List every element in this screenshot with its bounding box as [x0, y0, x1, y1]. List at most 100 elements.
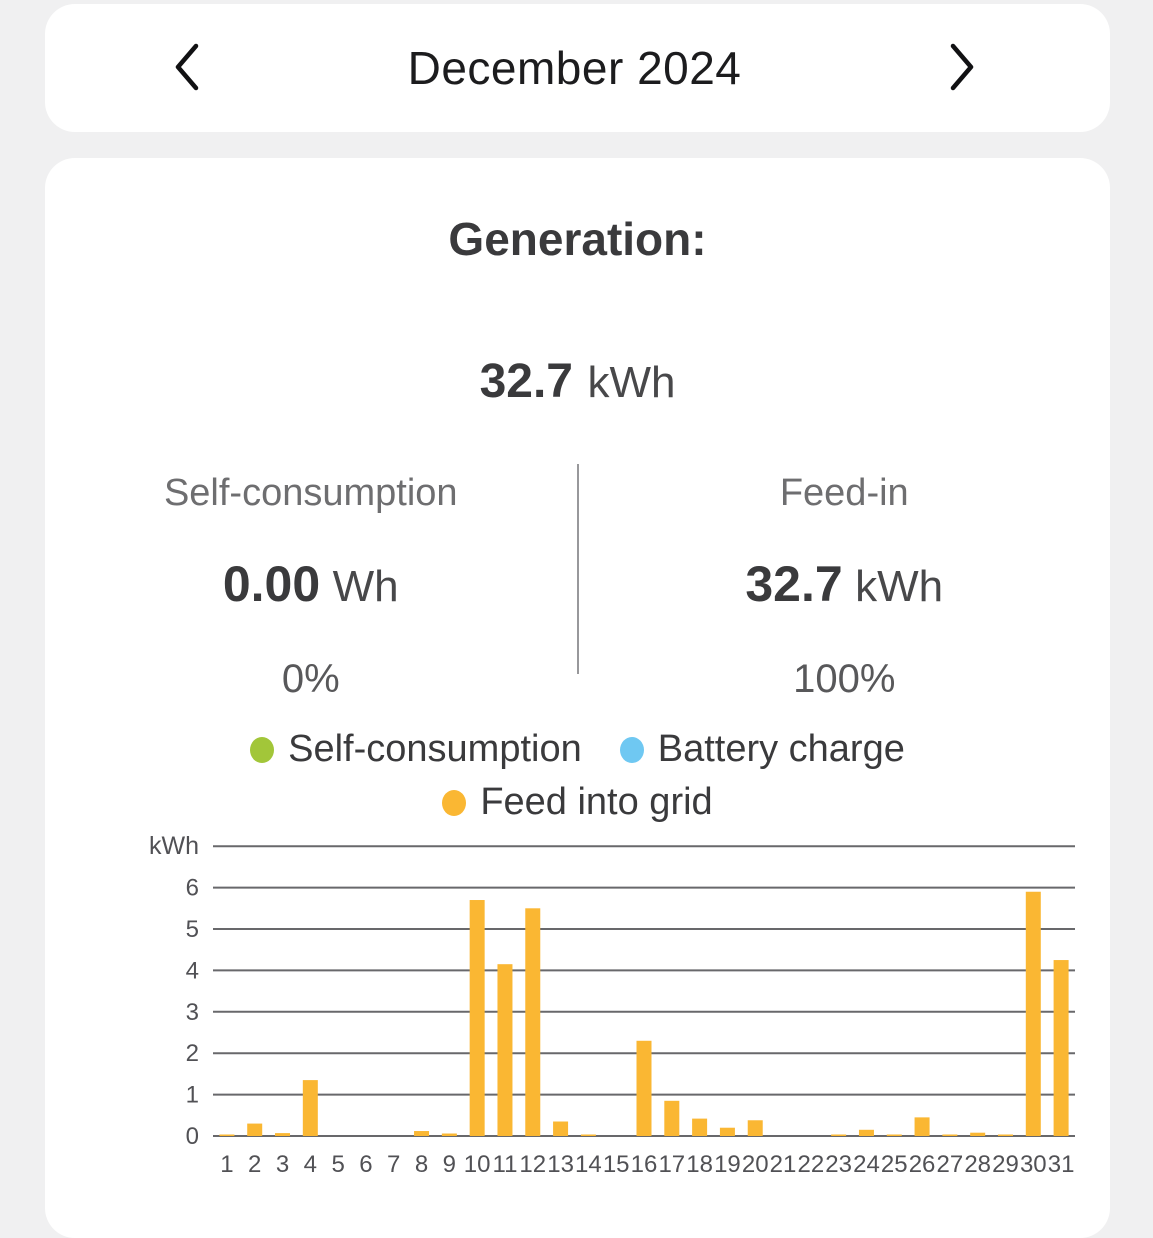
x-axis-tick-label: 8 [415, 1151, 428, 1178]
x-axis-tick-label: 17 [658, 1151, 685, 1178]
x-axis-tick-label: 27 [937, 1151, 964, 1178]
bar-day-10[interactable] [469, 900, 485, 1136]
x-axis-tick-label: 10 [464, 1151, 491, 1178]
x-axis-tick-label: 26 [909, 1151, 936, 1178]
bar-day-28[interactable] [970, 1132, 986, 1136]
x-axis-tick-label: 5 [331, 1151, 344, 1178]
bar-day-3[interactable] [275, 1133, 291, 1136]
bar-day-17[interactable] [664, 1100, 680, 1136]
x-axis-tick-label: 6 [359, 1151, 372, 1178]
x-axis-tick-label: 14 [575, 1151, 602, 1178]
bar-day-19[interactable] [719, 1127, 735, 1136]
bar-day-23[interactable] [831, 1134, 847, 1137]
x-axis-tick-label: 13 [547, 1151, 574, 1178]
feed-in-label: Feed-in [779, 472, 909, 514]
x-axis-tick-label: 23 [825, 1151, 852, 1178]
x-axis-tick-label: 7 [387, 1151, 400, 1178]
legend-item[interactable]: Battery charge [619, 728, 905, 771]
self-consumption-column: Self-consumption 0.00 Wh 0% [45, 458, 577, 701]
y-axis-tick-label: 2 [186, 1040, 199, 1067]
x-axis-tick-label: 9 [443, 1151, 456, 1178]
x-axis-tick-label: 20 [742, 1151, 769, 1178]
legend-row-bottom: Feed into grid [45, 781, 1110, 824]
month-title: December 2024 [407, 42, 742, 94]
generation-total-value: 32.7 [479, 355, 573, 408]
x-axis-tick-label: 25 [881, 1151, 908, 1178]
legend-item[interactable]: Self-consumption [250, 728, 582, 771]
bar-day-25[interactable] [886, 1134, 902, 1137]
self-consumption-label: Self-consumption [163, 472, 458, 514]
bar-day-24[interactable] [858, 1129, 874, 1136]
chevron-right-icon [945, 41, 979, 96]
feed-in-value: 32.7 [745, 556, 843, 612]
generation-card: Generation: 32.7 kWh Self-consumption 0.… [45, 158, 1110, 1238]
consumption-feedin-columns: Self-consumption 0.00 Wh 0% Feed-in 32.7… [45, 458, 1111, 701]
bar-day-27[interactable] [942, 1134, 958, 1137]
x-axis-tick-label: 24 [853, 1151, 880, 1178]
bar-day-29[interactable] [997, 1134, 1013, 1137]
x-axis-tick-label: 28 [964, 1151, 991, 1178]
month-selector-card: December 2024 [45, 4, 1110, 132]
x-axis-tick-label: 29 [992, 1151, 1019, 1178]
legend-label: Self-consumption [288, 728, 582, 770]
bar-day-31[interactable] [1053, 960, 1069, 1136]
y-axis-tick-label: 6 [186, 875, 199, 902]
x-axis-tick-label: 30 [1020, 1151, 1047, 1178]
bar-day-2[interactable] [247, 1123, 263, 1136]
x-axis-tick-label: 16 [631, 1151, 658, 1178]
x-axis-tick-label: 11 [493, 1151, 518, 1178]
x-axis-tick-label: 1 [220, 1151, 233, 1178]
bar-day-26[interactable] [914, 1117, 930, 1136]
daily-generation-bar-chart: 0 1 2 3 4 5 6 kWh 1 2 3 4 5 6 7 8 9 10 11 12 13 14 15 16 17 18 19 2… [108, 830, 1083, 1205]
self-consumption-unit: Wh [332, 562, 399, 611]
next-month-button[interactable] [932, 33, 992, 103]
y-axis-tick-label: 1 [186, 1082, 199, 1109]
generation-heading: Generation: [448, 213, 707, 265]
x-axis-tick-label: 18 [686, 1151, 713, 1178]
x-axis-tick-label: 4 [304, 1151, 317, 1178]
x-axis-tick-label: 31 [1048, 1151, 1075, 1178]
y-axis-unit-label: kWh [149, 832, 199, 860]
x-axis-tick-label: 22 [797, 1151, 824, 1178]
x-axis-tick-label: 15 [603, 1151, 630, 1178]
bar-day-20[interactable] [747, 1120, 763, 1136]
y-axis-tick-label: 0 [186, 1123, 199, 1150]
bar-day-8[interactable] [414, 1131, 430, 1136]
legend-dot-icon [619, 736, 644, 763]
generation-total: 32.7 kWh [45, 354, 1110, 409]
bar-day-30[interactable] [1025, 891, 1041, 1136]
x-axis-tick-label: 2 [248, 1151, 261, 1178]
x-axis-tick-label: 12 [519, 1151, 546, 1178]
bar-day-16[interactable] [636, 1040, 652, 1136]
self-consumption-value: 0.00 [222, 556, 321, 612]
feed-in-percent: 100% [793, 657, 896, 701]
bar-day-4[interactable] [302, 1080, 318, 1136]
x-axis-tick-label: 21 [770, 1151, 797, 1178]
y-axis-tick-label: 5 [186, 916, 199, 943]
bar-day-12[interactable] [525, 908, 541, 1136]
feed-in-column: Feed-in 32.7 kWh 100% [579, 458, 1111, 701]
bar-day-18[interactable] [692, 1118, 708, 1136]
generation-total-unit: kWh [587, 358, 676, 407]
bar-day-13[interactable] [553, 1121, 569, 1136]
legend-dot-icon [250, 736, 275, 763]
column-divider [576, 464, 579, 674]
bar-day-1[interactable] [219, 1134, 235, 1137]
chart-legend: Self-consumption Battery charge Feed into… [45, 728, 1110, 834]
y-axis-tick-label: 4 [186, 957, 199, 984]
self-consumption-percent: 0% [281, 657, 340, 701]
legend-label: Battery charge [657, 728, 905, 770]
feed-in-unit: kWh [855, 562, 944, 611]
x-axis-tick-label: 19 [714, 1151, 741, 1178]
legend-item[interactable]: Feed into grid [442, 781, 713, 824]
x-axis-tick-label: 3 [276, 1151, 289, 1178]
y-axis-tick-label: 3 [186, 999, 199, 1026]
legend-row-top: Self-consumption Battery charge [45, 728, 1110, 771]
legend-dot-icon [442, 789, 467, 816]
bar-day-11[interactable] [497, 964, 513, 1136]
chevron-left-icon [170, 41, 204, 96]
prev-month-button[interactable] [157, 33, 217, 103]
bar-day-14[interactable] [580, 1134, 596, 1137]
legend-label: Feed into grid [480, 781, 713, 823]
bar-day-9[interactable] [441, 1133, 457, 1136]
